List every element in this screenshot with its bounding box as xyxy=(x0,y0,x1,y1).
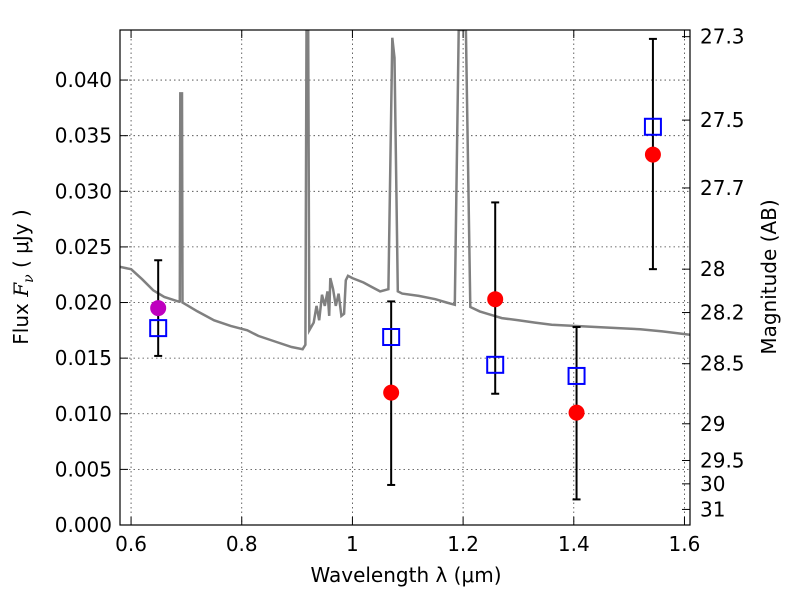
x-tick-label: 1.2 xyxy=(447,532,479,556)
y-tick-label: 0.015 xyxy=(55,346,112,370)
right-tick-label: 31 xyxy=(700,497,725,521)
model-photometry-square xyxy=(149,319,168,338)
observed-data-point xyxy=(383,384,400,401)
y-tick-label: 0.005 xyxy=(55,457,112,481)
observed-data-point xyxy=(568,404,585,421)
x-tick-label: 0.8 xyxy=(226,532,258,556)
tick-marks xyxy=(120,30,690,526)
right-tick-label: 30 xyxy=(700,472,725,496)
right-tick-label: 29 xyxy=(700,412,725,436)
x-tick-label: 0.6 xyxy=(115,532,147,556)
model-photometry-square xyxy=(567,366,586,385)
errorbar-layer xyxy=(154,37,657,501)
y-axis-title: Flux Fν ( μJy ) xyxy=(9,209,37,344)
x-axis-title: Wavelength λ (μm) xyxy=(310,563,501,587)
y-tick-label: 0.000 xyxy=(55,513,112,537)
plot-frame xyxy=(119,29,691,526)
x-tick-label: 1.4 xyxy=(558,532,590,556)
y-tick-label: 0.025 xyxy=(55,235,112,259)
y-tick-label: 0.020 xyxy=(55,291,112,315)
y-tick-label: 0.035 xyxy=(55,124,112,148)
model-photometry-square xyxy=(643,117,662,136)
right-tick-label: 27.5 xyxy=(700,108,745,132)
y-tick-label: 0.040 xyxy=(55,68,112,92)
data-points-layer xyxy=(149,117,662,421)
observed-data-point xyxy=(644,146,661,163)
model-spectrum-line xyxy=(120,30,690,351)
model-photometry-square xyxy=(486,355,505,374)
y-axis-title-unit: ( μJy ) xyxy=(9,209,33,274)
model-photometry-square xyxy=(382,328,401,347)
grid-lines xyxy=(120,30,690,526)
right-tick-label: 28.5 xyxy=(700,352,745,376)
y-axis-title-main: Flux xyxy=(9,297,33,345)
y-axis-title-symbol: F xyxy=(9,282,33,298)
right-tick-label: 29.5 xyxy=(700,448,745,472)
x-tick-label: 1.6 xyxy=(669,532,701,556)
y-tick-label: 0.010 xyxy=(55,402,112,426)
right-tick-label: 28 xyxy=(700,257,725,281)
right-axis-title: Magnitude (AB) xyxy=(757,199,781,354)
right-tick-label: 27.7 xyxy=(700,176,745,200)
y-axis-title-subscript: ν xyxy=(21,274,37,283)
y-tick-label: 0.030 xyxy=(55,179,112,203)
x-tick-label: 1 xyxy=(346,532,359,556)
observed-data-point xyxy=(487,291,504,308)
x-tick-labels: 0.6 0.8 1 1.2 1.4 1.6 xyxy=(115,532,700,556)
optical-data-point xyxy=(150,300,167,317)
right-tick-label: 27.3 xyxy=(700,25,745,49)
right-tick-label: 28.2 xyxy=(700,301,745,325)
model-spectrum-layer xyxy=(120,30,690,351)
y-tick-labels: 0.000 0.005 0.010 0.015 0.020 0.025 0.030 0.035… xyxy=(55,68,112,537)
